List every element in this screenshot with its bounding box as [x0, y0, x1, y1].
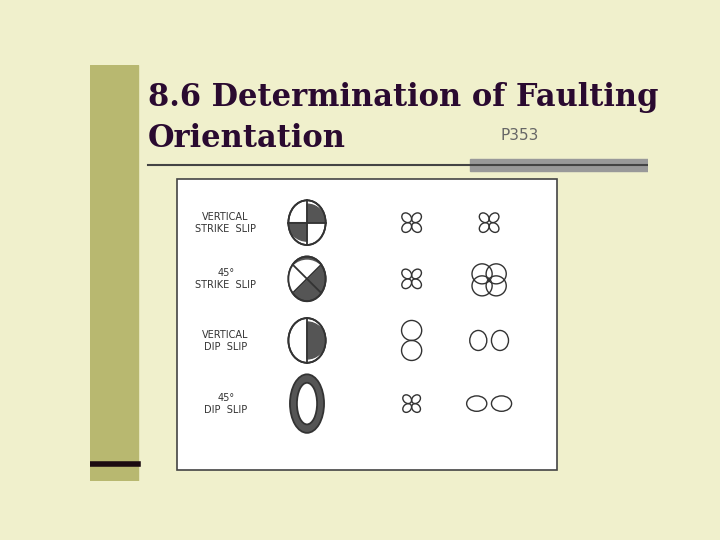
Text: 45°: 45° [217, 393, 234, 403]
Text: VERTICAL: VERTICAL [202, 212, 249, 222]
Ellipse shape [289, 318, 325, 363]
Wedge shape [289, 222, 307, 241]
Wedge shape [307, 204, 325, 222]
Text: Orientation: Orientation [148, 123, 346, 153]
Text: P353: P353 [500, 128, 539, 143]
Wedge shape [307, 322, 325, 359]
Text: VERTICAL: VERTICAL [202, 330, 249, 340]
Ellipse shape [290, 374, 324, 433]
Text: DIP  SLIP: DIP SLIP [204, 342, 247, 352]
Wedge shape [289, 260, 320, 292]
Text: STRIKE  SLIP: STRIKE SLIP [195, 224, 256, 234]
Text: 8.6 Determination of Faulting: 8.6 Determination of Faulting [148, 82, 659, 113]
Ellipse shape [289, 256, 325, 301]
Text: 45°: 45° [217, 268, 234, 279]
Bar [469, 159, 648, 171]
Ellipse shape [289, 200, 325, 245]
Bar [177, 179, 557, 470]
Text: STRIKE  SLIP: STRIKE SLIP [195, 280, 256, 290]
Bar [90, 65, 138, 481]
Text: DIP  SLIP: DIP SLIP [204, 405, 247, 415]
Ellipse shape [297, 383, 317, 424]
